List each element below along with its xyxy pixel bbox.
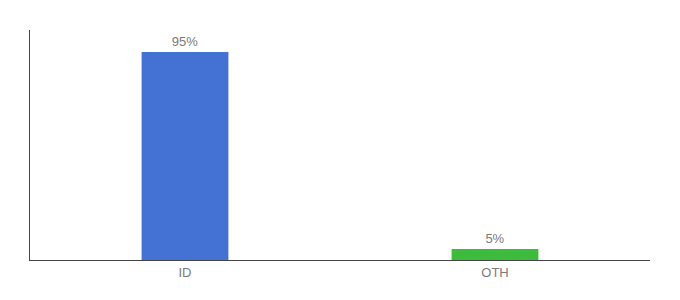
svg-text:OTH: OTH: [481, 265, 508, 280]
svg-text:95%: 95%: [172, 34, 198, 49]
svg-text:5%: 5%: [485, 231, 504, 246]
svg-text:ID: ID: [179, 265, 192, 280]
